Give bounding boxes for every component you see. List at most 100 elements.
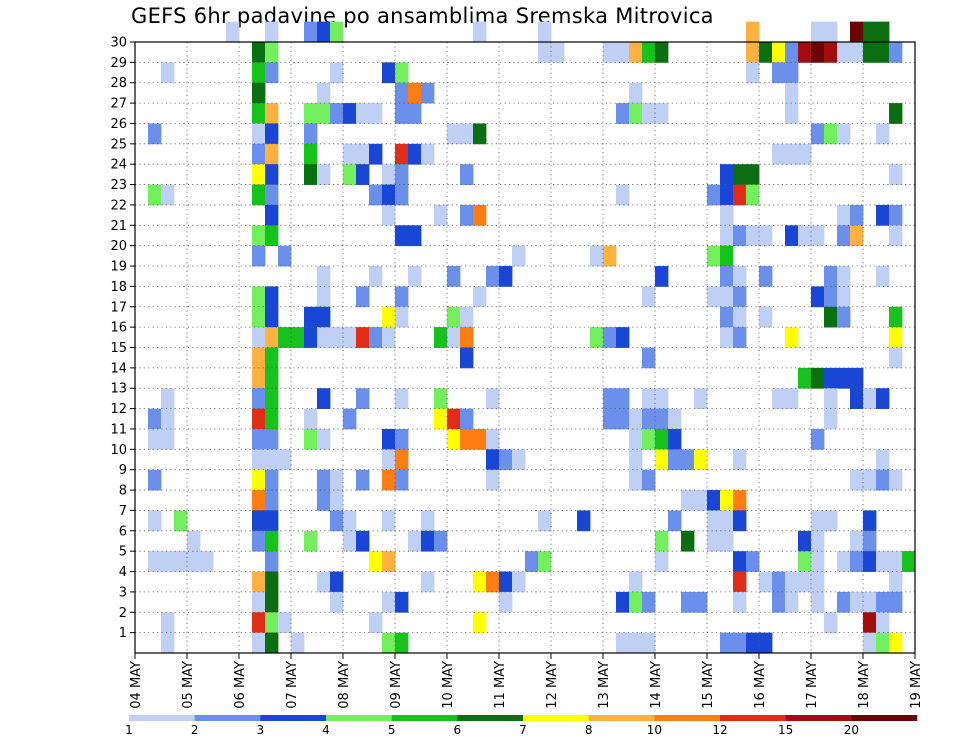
heatmap-cell: [733, 164, 747, 185]
heatmap-cell: [824, 286, 838, 308]
heatmap-cell: [161, 408, 175, 430]
y-tick-label: 5: [119, 545, 127, 560]
heatmap-cell: [187, 551, 201, 572]
heatmap-cell: [655, 449, 669, 471]
heatmap-cell: [148, 184, 162, 206]
heatmap-cell: [265, 123, 279, 145]
heatmap-cell: [369, 103, 383, 124]
heatmap-cell: [252, 469, 266, 491]
heatmap-cell: [265, 21, 279, 43]
heatmap-cell: [629, 571, 643, 593]
heatmap-cell: [811, 428, 825, 450]
heatmap-cell: [720, 204, 734, 226]
heatmap-cell: [590, 245, 604, 267]
heatmap-cell: [811, 42, 825, 63]
heatmap-cell: [343, 103, 357, 124]
heatmap-cell: [889, 103, 903, 124]
heatmap-cell: [265, 347, 279, 369]
heatmap-cell: [720, 225, 734, 247]
colorbar-segment: [391, 715, 458, 721]
heatmap-cell: [889, 551, 903, 572]
heatmap-cell: [798, 551, 812, 572]
heatmap-cell: [460, 123, 474, 145]
heatmap-cell: [889, 347, 903, 369]
heatmap-cell: [837, 266, 851, 287]
heatmap-cell: [421, 571, 435, 593]
x-tick-label: 17 MAY: [805, 661, 820, 709]
heatmap-cell: [265, 42, 279, 63]
heatmap-cell: [733, 551, 747, 572]
heatmap-cell: [707, 184, 721, 206]
heatmap-cell: [876, 591, 890, 613]
heatmap-cell: [252, 367, 266, 389]
heatmap-cell: [252, 327, 266, 348]
colorbar-label: 3: [257, 723, 265, 737]
heatmap-cell: [837, 591, 851, 613]
heatmap-cell: [161, 428, 175, 450]
x-tick-label: 06 MAY: [233, 661, 248, 709]
heatmap-cell: [837, 286, 851, 308]
heatmap-cell: [317, 571, 331, 593]
heatmap-cell: [395, 82, 409, 104]
heatmap-cell: [681, 449, 695, 471]
y-tick-label: 10: [110, 443, 127, 458]
heatmap-cell: [265, 428, 279, 450]
heatmap-cell: [772, 62, 786, 84]
heatmap-cell: [720, 530, 734, 552]
heatmap-cell: [603, 245, 617, 267]
heatmap-cell: [551, 42, 565, 63]
heatmap-cell: [785, 571, 799, 593]
y-tick-label: 24: [110, 158, 127, 173]
heatmap-cell: [616, 184, 630, 206]
heatmap-cell: [850, 530, 864, 552]
y-tick-label: 7: [119, 504, 127, 519]
heatmap-cell: [473, 123, 487, 145]
heatmap-cell: [278, 612, 292, 634]
heatmap-cell: [356, 103, 370, 124]
heatmap-cell: [759, 306, 773, 328]
heatmap-cell: [382, 204, 396, 226]
heatmap-cell: [746, 21, 760, 43]
heatmap-cell: [473, 286, 487, 308]
heatmap-cell: [330, 327, 344, 348]
heatmap-cell: [577, 510, 591, 532]
colorbar-segment: [129, 715, 195, 721]
heatmap-cell: [811, 571, 825, 593]
heatmap-cell: [265, 551, 279, 572]
heatmap-cell: [759, 571, 773, 593]
x-tick-label: 10 MAY: [441, 661, 456, 709]
heatmap-cell: [317, 428, 331, 450]
heatmap-cell: [473, 612, 487, 634]
colorbar-label: 7: [519, 723, 527, 737]
colorbar-label: 1: [125, 723, 133, 737]
heatmap-cell: [772, 143, 786, 165]
colorbar-segment: [720, 715, 786, 721]
heatmap-cell: [876, 266, 890, 287]
heatmap-cell: [720, 327, 734, 348]
heatmap-cell: [265, 408, 279, 430]
heatmap-cell: [876, 612, 890, 634]
heatmap-cell: [863, 612, 877, 634]
heatmap-cell: [889, 225, 903, 247]
colorbar-label: 8: [585, 723, 593, 737]
heatmap-cell: [304, 103, 318, 124]
heatmap-cell: [317, 327, 331, 348]
heatmap-cell: [382, 449, 396, 471]
heatmap-cell: [785, 143, 799, 165]
heatmap-cell: [395, 164, 409, 185]
heatmap-cell: [863, 591, 877, 613]
heatmap-cell: [655, 408, 669, 430]
heatmap-cell: [863, 510, 877, 532]
heatmap-cell: [603, 327, 617, 348]
heatmap-cell: [616, 632, 630, 654]
heatmap-cell: [499, 591, 513, 613]
heatmap-cell: [447, 327, 461, 348]
heatmap-cell: [343, 530, 357, 552]
heatmap-cell: [837, 123, 851, 145]
heatmap-cell: [655, 103, 669, 124]
heatmap-cell: [798, 571, 812, 593]
y-tick-label: 2: [119, 606, 127, 621]
heatmap-cell: [642, 632, 656, 654]
heatmap-cell: [824, 21, 838, 43]
heatmap-cell: [187, 530, 201, 552]
